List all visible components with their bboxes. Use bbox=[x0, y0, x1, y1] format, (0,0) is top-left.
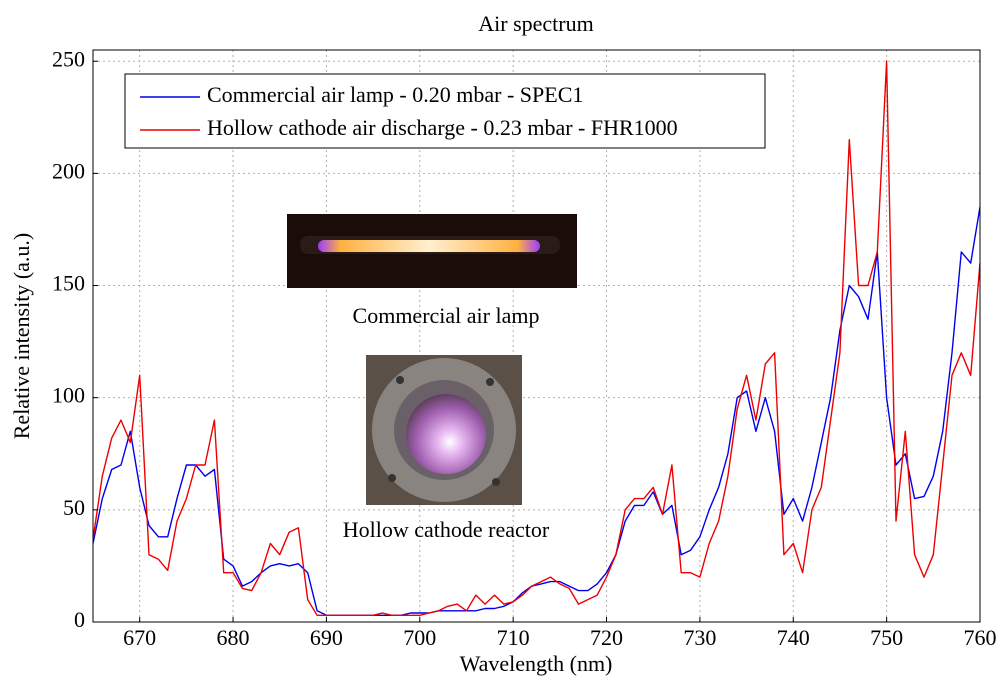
legend-label: Hollow cathode air discharge - 0.23 mbar… bbox=[207, 115, 678, 140]
x-tick-label: 670 bbox=[123, 625, 156, 650]
x-tick-label: 730 bbox=[683, 625, 716, 650]
x-tick-label: 720 bbox=[590, 625, 623, 650]
lamp-photo bbox=[287, 214, 577, 288]
y-tick-label: 50 bbox=[63, 495, 85, 520]
annotation: Commercial air lamp bbox=[353, 303, 540, 328]
x-tick-label: 760 bbox=[964, 625, 997, 650]
x-tick-label: 750 bbox=[870, 625, 903, 650]
y-tick-label: 100 bbox=[52, 383, 85, 408]
series-line bbox=[93, 60, 980, 616]
x-tick-label: 680 bbox=[217, 625, 250, 650]
legend: Commercial air lamp - 0.20 mbar - SPEC1 H… bbox=[124, 73, 766, 149]
y-tick-label: 0 bbox=[74, 607, 85, 632]
y-tick-label: 150 bbox=[52, 271, 85, 296]
y-axis-label: Relative intensity (a.u.) bbox=[9, 233, 34, 440]
series-line bbox=[93, 206, 980, 616]
reactor-photo bbox=[366, 355, 522, 505]
annotation: Hollow cathode reactor bbox=[343, 517, 550, 542]
legend-label: Commercial air lamp - 0.20 mbar - SPEC1 bbox=[207, 82, 583, 107]
chart-title: Air spectrum bbox=[478, 11, 593, 36]
x-axis-label: Wavelength (nm) bbox=[460, 651, 613, 676]
x-tick-label: 690 bbox=[310, 625, 343, 650]
plot-lines bbox=[93, 60, 980, 616]
y-tick-label: 200 bbox=[52, 158, 85, 183]
x-tick-label: 700 bbox=[403, 625, 436, 650]
x-tick-label: 710 bbox=[497, 625, 530, 650]
y-tick-label: 250 bbox=[52, 46, 85, 71]
legend-box bbox=[124, 73, 766, 149]
x-tick-label: 740 bbox=[777, 625, 810, 650]
plot-frame bbox=[92, 49, 981, 623]
